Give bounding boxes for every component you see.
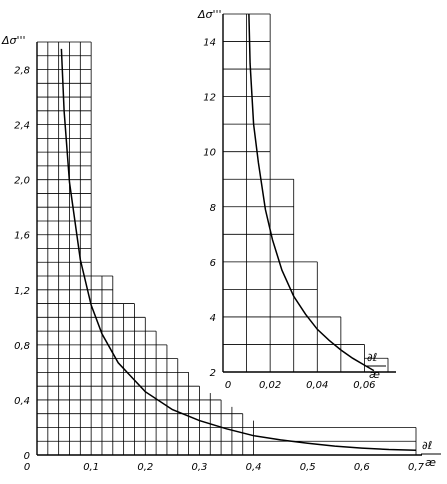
x-tick-label: 0,3: [191, 462, 207, 473]
y-tick-label: 2,8: [14, 66, 30, 77]
inset-y-tick-label: 4: [210, 313, 216, 324]
inset-y-tick-label: 2: [210, 368, 216, 379]
x-tick-label: 0,6: [354, 462, 370, 473]
y-tick-label: 2,4: [14, 121, 30, 132]
inset-x-axis-label-denominator: æ: [369, 368, 380, 381]
inset-x-axis-label-numerator: ∂ℓ: [367, 351, 377, 364]
main-chart: 0 0,4 0,8 1,2 1,6 2,0 2,4 2,8 0 0,1 0,2 0,3 0,4 0,5 0,…: [1, 34, 441, 473]
y-tick-label: 0,4: [14, 396, 30, 407]
y-tick-label: 2,0: [14, 176, 30, 187]
y-axis-label: Δσ''': [1, 34, 26, 47]
x-tick-label: 0,5: [300, 462, 316, 473]
inset-y-tick-label: 10: [203, 148, 216, 159]
y-tick-label: 1,6: [14, 231, 30, 242]
x-tick-label: 0: [24, 462, 30, 473]
inset-x-tick-label: 0: [225, 380, 231, 391]
inset-y-axis-label: Δσ''': [197, 8, 222, 21]
y-tick-label: 0: [24, 451, 30, 462]
inset-y-tick-label: 14: [203, 38, 216, 49]
inset-x-tick-label: 0,02: [259, 380, 281, 391]
inset-x-tick-label: 0,06: [353, 380, 375, 391]
inset-x-tick-label: 0,04: [306, 380, 328, 391]
inset-y-tick-label: 6: [210, 258, 216, 269]
x-tick-label: 0,7: [408, 462, 425, 473]
x-tick-label: 0,4: [246, 462, 262, 473]
x-tick-label: 0,2: [137, 462, 153, 473]
inset-y-tick-label: 8: [210, 203, 216, 214]
y-tick-label: 0,8: [14, 341, 30, 352]
inset-data-curve: [248, 13, 375, 372]
x-tick-label: 0,1: [83, 462, 99, 473]
inset-y-tick-label: 12: [203, 93, 216, 104]
x-axis-label-numerator: ∂ℓ: [422, 439, 432, 452]
x-axis-label-denominator: æ: [425, 456, 436, 469]
inset-chart: 2 4 6 8 10 12 14 0 0,02 0,04 0,06 Δσ''' ∂ℓ æ: [197, 8, 396, 391]
data-curve: [60, 48, 417, 451]
y-tick-label: 1,2: [14, 286, 30, 297]
